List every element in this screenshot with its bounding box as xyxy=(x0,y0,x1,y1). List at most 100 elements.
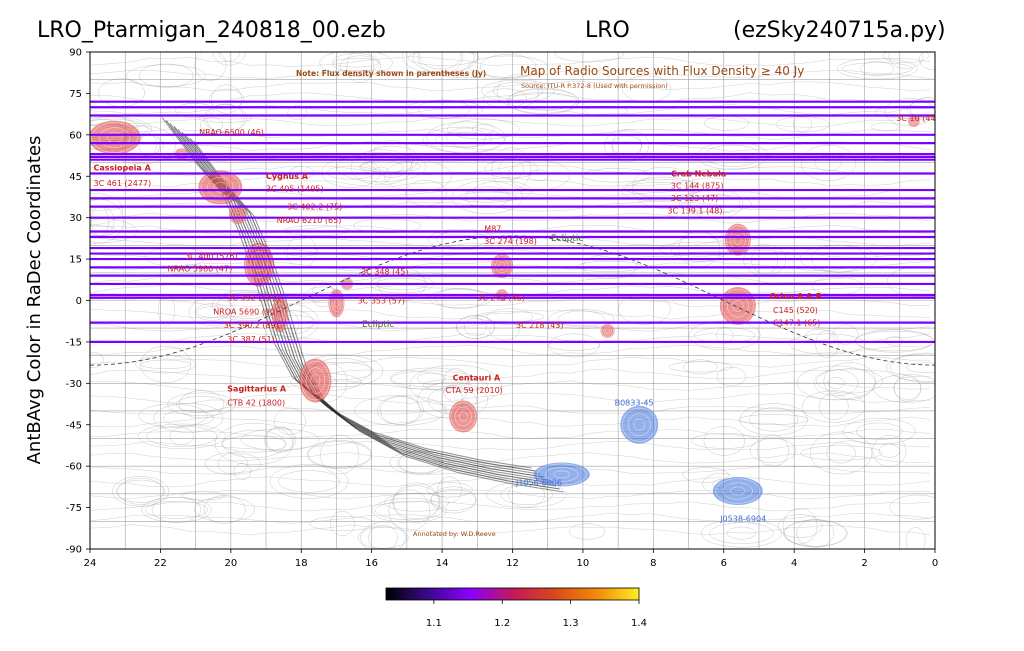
contour-ring xyxy=(319,52,393,76)
radio-source xyxy=(712,477,763,506)
contour-line xyxy=(90,129,931,140)
source-contour xyxy=(498,262,506,270)
contour-ring xyxy=(169,427,194,446)
source-label: NRAO 6210 (65) xyxy=(277,216,342,225)
contour-ring xyxy=(354,395,447,426)
contour-line xyxy=(90,248,931,259)
contour-ring xyxy=(464,317,487,337)
contour-ring xyxy=(548,309,615,329)
contour-ring xyxy=(416,372,446,385)
y-tick-label: -75 xyxy=(66,503,82,514)
source-label: Centauri A xyxy=(453,374,501,383)
contour-ring xyxy=(782,507,818,545)
contour-ring xyxy=(690,432,758,449)
source-contour xyxy=(275,303,286,326)
contour-ring xyxy=(217,453,248,475)
contour-ring xyxy=(126,64,207,87)
contour-line xyxy=(90,489,931,500)
contour-ring xyxy=(841,62,913,76)
contour-line xyxy=(90,416,931,427)
contour-line xyxy=(90,116,931,128)
source-label: 3C 390.2 (89) xyxy=(224,321,279,330)
x-tick-label: 2 xyxy=(861,558,867,569)
radio-source xyxy=(299,358,332,403)
y-tick-label: -90 xyxy=(66,545,82,556)
source-label: 3C 274 (198) xyxy=(484,237,537,246)
contour-ring xyxy=(777,514,823,538)
y-tick-label: 15 xyxy=(69,255,82,266)
contour-ring xyxy=(200,116,223,134)
source-label: NRAO 6500 (46) xyxy=(199,128,264,137)
contour-ring xyxy=(782,520,848,547)
contour-ring xyxy=(860,61,895,77)
contour-ring xyxy=(138,403,208,428)
colorbar-tick-label: 1.4 xyxy=(631,618,647,629)
source-contour xyxy=(300,360,330,401)
source-label: Cassiopeia A xyxy=(94,164,152,173)
source-contour xyxy=(910,117,918,125)
source-contour xyxy=(249,251,269,278)
contour-ring xyxy=(360,521,406,549)
source-label: NRAO 5980 (47) xyxy=(168,265,233,274)
contour-ring xyxy=(801,390,866,423)
contour-ring xyxy=(836,58,918,80)
contour-ring xyxy=(486,308,533,325)
source-label: 3C 144 (875) xyxy=(671,182,724,191)
source-contour xyxy=(605,328,610,334)
y-tick-label: 30 xyxy=(69,213,82,224)
contour-line xyxy=(90,464,931,475)
contour-ring xyxy=(331,53,381,73)
contour-ring xyxy=(788,333,866,355)
contour-ring xyxy=(809,431,873,475)
radio-source xyxy=(907,115,920,128)
map-title: Map of Radio Sources with Flux Density ≥… xyxy=(520,64,804,78)
source-label: Sagittarius A xyxy=(227,385,287,394)
contour-ring xyxy=(379,396,421,425)
contour-ring xyxy=(604,129,650,162)
contour-line xyxy=(90,56,931,67)
milky-way-contour xyxy=(185,134,556,487)
source-contour xyxy=(715,478,761,504)
source-contour xyxy=(722,482,753,500)
source-contour xyxy=(553,470,571,479)
contour-ring xyxy=(489,321,520,341)
x-tick-label: 18 xyxy=(295,558,308,569)
contour-ring xyxy=(749,407,798,432)
contour-ring xyxy=(368,524,398,549)
source-label: Orion A & B xyxy=(770,292,822,301)
source-contour xyxy=(911,119,916,124)
header-right: (ezSky240715a.py) xyxy=(733,18,946,43)
source-label: J1056-6006 xyxy=(515,479,562,488)
contour-ring xyxy=(726,526,757,540)
x-tick-label: 16 xyxy=(365,558,378,569)
source-contour xyxy=(545,467,579,482)
source-contour xyxy=(601,324,614,338)
source-contour xyxy=(733,234,742,245)
contour-ring xyxy=(682,467,729,483)
source-labels: 3C 10 (44) NRAO 6500 (46) Cassiopeia A 3C 4… xyxy=(94,114,936,523)
colorbar xyxy=(385,587,640,601)
source-contour xyxy=(633,418,646,431)
contour-ring xyxy=(568,523,606,540)
contour-ring xyxy=(621,181,694,202)
contour-ring xyxy=(893,377,922,400)
x-tick-label: 8 xyxy=(650,558,656,569)
contour-ring xyxy=(90,352,104,368)
contour-ring xyxy=(678,194,752,214)
contour-ring xyxy=(175,102,214,118)
contour-ring xyxy=(269,463,349,499)
y-tick-label: 60 xyxy=(69,130,82,141)
source-contour xyxy=(91,122,138,153)
contour-ring xyxy=(357,527,409,549)
contour-line xyxy=(90,225,931,236)
source-contour xyxy=(232,209,244,221)
contour-ring xyxy=(422,126,505,153)
radio-source xyxy=(533,462,590,487)
source-label: CTB 42 (1800) xyxy=(227,398,285,407)
source-label: 3C 387 (51) xyxy=(227,335,274,344)
contour-ring xyxy=(456,315,495,339)
contour-ring xyxy=(871,122,900,132)
contour-ring xyxy=(393,482,440,523)
contour-line xyxy=(90,356,930,368)
contour-ring xyxy=(447,119,520,140)
